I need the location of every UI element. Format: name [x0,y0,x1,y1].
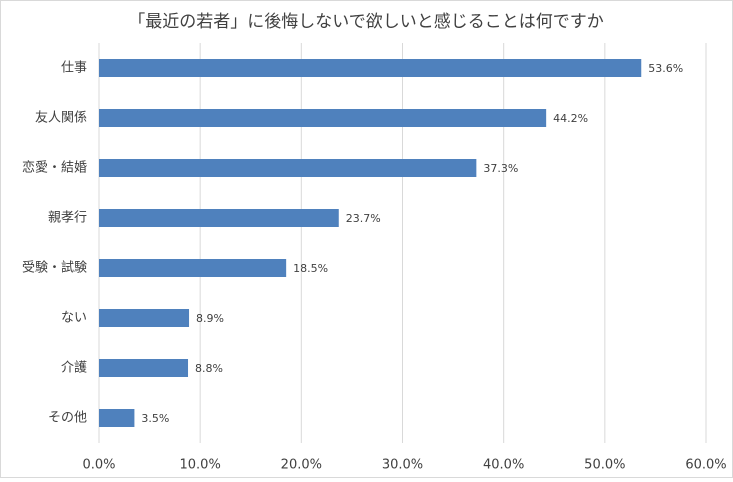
x-tick-label: 20.0% [281,458,322,473]
bar [99,359,189,377]
y-tick-label: その他 [48,411,87,426]
x-tick-label: 0.0% [82,458,115,473]
x-tick-label: 10.0% [180,458,221,473]
y-tick-label: 受験・試験 [22,260,87,276]
bar [99,209,339,227]
value-label: 44.2% [553,112,588,125]
value-label: 8.8% [195,362,223,375]
value-label: 3.5% [141,412,169,425]
y-tick-label: ない [61,311,87,326]
y-tick-label: 恋愛・結婚 [22,160,87,176]
x-tick-label: 40.0% [483,458,524,473]
bar [99,109,547,127]
bar [99,409,135,427]
chart-title: 「最近の若者」に後悔しないで欲しいと感じることは何ですか [128,12,604,32]
value-label: 23.7% [346,212,381,225]
bar [99,309,190,327]
bar [99,259,287,277]
value-label: 37.3% [483,162,518,175]
value-label: 8.9% [196,312,224,325]
x-tick-label: 30.0% [382,458,423,473]
x-tick-label: 50.0% [584,458,625,473]
y-tick-label: 友人関係 [35,110,87,126]
bar [99,59,642,77]
y-tick-label: 介護 [61,360,87,376]
value-label: 53.6% [648,62,683,75]
bar [99,159,477,177]
y-tick-label: 仕事 [61,61,87,76]
y-tick-label: 親孝行 [48,211,87,226]
x-tick-label: 60.0% [685,458,726,473]
value-label: 18.5% [293,262,328,275]
